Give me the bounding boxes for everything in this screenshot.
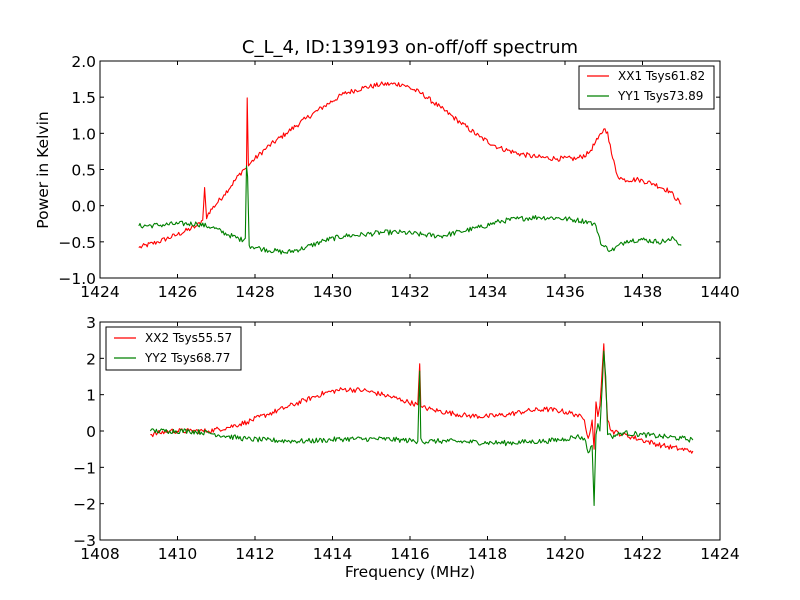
bottom-y-tick-label: 1: [86, 387, 96, 405]
top-y-tick-label: −0.5: [58, 234, 96, 252]
chart-title: C_L_4, ID:139193 on-off/off spectrum: [242, 37, 578, 58]
bottom-legend: XX2 Tsys55.57 YY2 Tsys68.77: [105, 326, 242, 371]
bottom-x-tick-label: 1408: [80, 545, 119, 563]
bottom-axis-ticks: 1408 1410 1412 1414 1416 1418 1420 1422 1424 −3 −2…: [73, 314, 740, 563]
top-x-tick-label: 1440: [700, 283, 739, 301]
bottom-x-tick-label: 1412: [235, 545, 274, 563]
bottom-x-tick-label: 1418: [468, 545, 507, 563]
bottom-y-tick-label: 2: [86, 350, 96, 368]
top-y-tick-label: 0.5: [71, 162, 96, 180]
series-line-xx1: [138, 81, 682, 249]
bottom-y-tick-label: −1: [73, 459, 96, 477]
top-legend: XX1 Tsys61.82 YY1 Tsys73.89: [578, 65, 715, 110]
top-y-tick-label: −1.0: [58, 270, 96, 288]
top-y-tick-label: 1.5: [71, 89, 96, 107]
top-x-tick-label: 1428: [235, 283, 274, 301]
top-y-tick-label: 2.0: [71, 53, 96, 71]
legend-label-yy1: YY1 Tsys73.89: [617, 89, 703, 103]
series-line-xx2: [150, 343, 694, 454]
top-subplot: C_L_4, ID:139193 on-off/off spectrum 142…: [34, 37, 740, 301]
x-axis-label: Frequency (MHz): [345, 563, 475, 581]
bottom-x-tick-label: 1424: [700, 545, 739, 563]
bottom-legend-box: [105, 326, 242, 371]
series-line-yy2: [149, 350, 694, 507]
bottom-y-tick-label: 0: [86, 423, 96, 441]
legend-label-xx2: XX2 Tsys55.57: [145, 331, 232, 345]
series-line-yy1: [138, 165, 682, 255]
bottom-x-tick-label: 1414: [313, 545, 352, 563]
legend-label-xx1: XX1 Tsys61.82: [618, 69, 705, 83]
bottom-subplot: 1408 1410 1412 1414 1416 1418 1420 1422 1424 −3 −2…: [73, 314, 740, 581]
bottom-x-tick-label: 1410: [158, 545, 197, 563]
bottom-x-tick-label: 1420: [545, 545, 584, 563]
top-x-tick-label: 1430: [313, 283, 352, 301]
top-axis-ticks: 1424 1426 1428 1430 1432 1434 1436 1438 1440 −1.0…: [58, 53, 739, 301]
top-x-tick-label: 1438: [623, 283, 662, 301]
top-x-tick-label: 1434: [468, 283, 507, 301]
top-plot-area: [138, 81, 682, 255]
legend-label-yy2: YY2 Tsys68.77: [144, 351, 230, 365]
top-legend-box: [578, 65, 715, 110]
bottom-y-tick-label: 3: [86, 314, 96, 332]
bottom-x-tick-label: 1416: [390, 545, 429, 563]
top-y-tick-label: 1.0: [71, 125, 96, 143]
bottom-x-tick-label: 1422: [623, 545, 662, 563]
top-x-tick-label: 1432: [390, 283, 429, 301]
top-x-tick-label: 1424: [80, 283, 119, 301]
top-y-tick-label: 0.0: [71, 198, 96, 216]
top-y-axis-label: Power in Kelvin: [34, 111, 52, 228]
bottom-y-tick-label: −3: [73, 532, 96, 550]
top-x-tick-label: 1436: [545, 283, 584, 301]
top-x-tick-label: 1426: [158, 283, 197, 301]
bottom-y-tick-label: −2: [73, 496, 96, 514]
bottom-plot-area: [149, 343, 694, 507]
